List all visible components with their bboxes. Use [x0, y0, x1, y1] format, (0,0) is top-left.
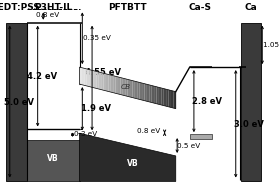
Polygon shape — [92, 70, 94, 88]
Polygon shape — [142, 83, 145, 101]
Polygon shape — [108, 74, 111, 92]
Text: Ca-S: Ca-S — [189, 3, 212, 12]
Polygon shape — [135, 81, 137, 99]
Polygon shape — [140, 82, 142, 100]
Polygon shape — [80, 133, 176, 181]
Polygon shape — [113, 76, 116, 93]
Polygon shape — [147, 84, 149, 102]
Text: 5.0 eV: 5.0 eV — [4, 98, 34, 107]
Text: VB: VB — [47, 154, 59, 163]
Polygon shape — [80, 67, 82, 85]
Polygon shape — [159, 87, 161, 105]
Polygon shape — [171, 90, 173, 108]
Polygon shape — [137, 82, 140, 99]
Polygon shape — [173, 91, 176, 109]
Text: 2.8 eV: 2.8 eV — [192, 97, 222, 106]
Text: 3.0 eV: 3.0 eV — [234, 120, 264, 129]
Polygon shape — [130, 80, 133, 98]
Polygon shape — [116, 76, 118, 94]
Polygon shape — [123, 78, 125, 96]
Bar — [6, 23, 27, 181]
Polygon shape — [82, 68, 84, 85]
Polygon shape — [118, 77, 121, 94]
Polygon shape — [96, 71, 99, 89]
Text: VB: VB — [127, 159, 138, 168]
Text: CB: CB — [121, 84, 131, 90]
Polygon shape — [84, 68, 87, 86]
Text: 0.35 eV: 0.35 eV — [83, 35, 111, 41]
Text: P3HT-IL: P3HT-IL — [34, 3, 72, 12]
Polygon shape — [164, 89, 166, 106]
Bar — [241, 23, 261, 181]
Polygon shape — [94, 71, 96, 88]
Polygon shape — [152, 86, 154, 103]
Text: 1.05 eV: 1.05 eV — [263, 42, 279, 48]
Polygon shape — [154, 86, 157, 104]
Polygon shape — [89, 70, 92, 87]
Polygon shape — [128, 79, 130, 97]
Text: 0.8 eV: 0.8 eV — [137, 128, 160, 134]
Text: 4.55 eV: 4.55 eV — [85, 68, 121, 77]
Polygon shape — [104, 73, 106, 91]
Polygon shape — [106, 74, 108, 91]
Bar — [190, 134, 212, 139]
Polygon shape — [101, 73, 104, 90]
Bar — [27, 140, 80, 181]
Polygon shape — [166, 89, 169, 107]
Text: 4.2 eV: 4.2 eV — [27, 72, 57, 81]
Polygon shape — [125, 79, 128, 96]
Polygon shape — [133, 81, 135, 98]
Polygon shape — [149, 85, 152, 102]
Polygon shape — [169, 90, 171, 107]
Text: 0.8 eV: 0.8 eV — [36, 12, 59, 18]
Text: 0.5 eV: 0.5 eV — [177, 143, 200, 149]
Polygon shape — [111, 75, 113, 93]
Polygon shape — [87, 69, 89, 87]
Polygon shape — [121, 77, 123, 95]
Polygon shape — [145, 84, 147, 101]
Text: PFTBTT: PFTBTT — [108, 3, 147, 12]
Text: PEDT:PSS: PEDT:PSS — [0, 3, 40, 12]
Polygon shape — [161, 88, 164, 106]
Text: 0.3 eV: 0.3 eV — [74, 131, 97, 137]
Polygon shape — [157, 87, 159, 104]
Polygon shape — [99, 72, 101, 90]
Text: 1.9 eV: 1.9 eV — [81, 104, 111, 113]
Text: Ca: Ca — [245, 3, 258, 12]
